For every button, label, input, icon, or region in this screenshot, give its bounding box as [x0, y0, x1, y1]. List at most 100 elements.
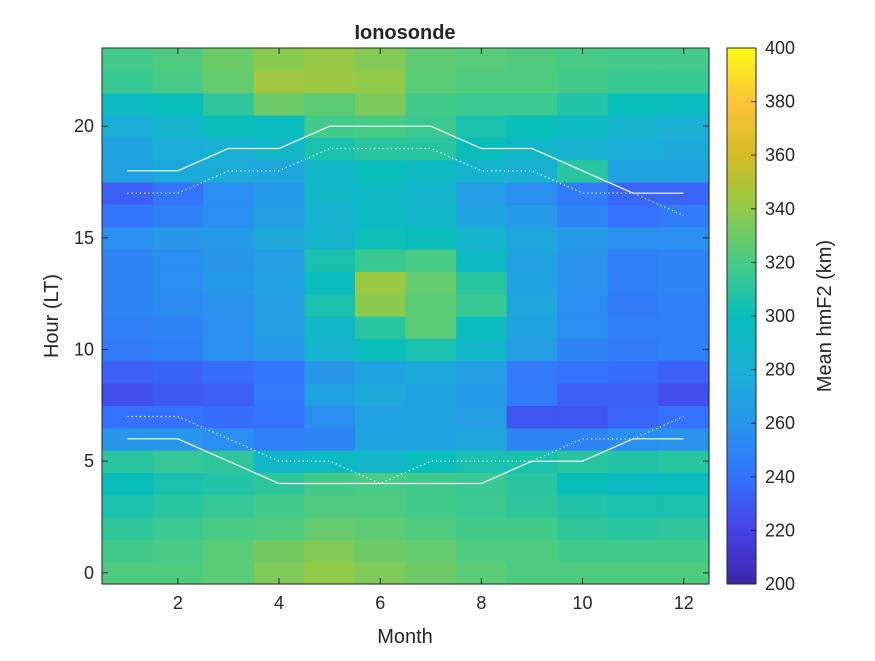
heatmap-cell — [506, 405, 558, 429]
heatmap-cell — [456, 293, 508, 317]
heatmap-cell — [354, 494, 407, 518]
heatmap-cell — [405, 517, 457, 540]
heatmap-cell — [506, 539, 558, 563]
heatmap-cell — [304, 450, 356, 473]
heatmap-cell — [203, 405, 255, 429]
heatmap-cell — [304, 92, 356, 116]
heatmap-cell — [405, 204, 457, 228]
heatmap-cell — [152, 204, 204, 228]
heatmap-cell — [354, 249, 407, 272]
heatmap-cell — [658, 383, 710, 406]
heatmap-cell — [456, 427, 508, 451]
heatmap-cell — [506, 360, 558, 384]
heatmap-cell — [203, 383, 255, 406]
heatmap-cell — [506, 271, 558, 295]
heatmap-cell — [658, 539, 710, 563]
heatmap-cell — [152, 539, 204, 563]
heatmap-cell — [557, 338, 609, 362]
heatmap-cell — [658, 182, 710, 205]
heatmap-cell — [658, 159, 710, 183]
heatmap-cell — [658, 293, 710, 317]
heatmap-cell — [607, 472, 660, 496]
heatmap-cell — [354, 159, 407, 183]
heatmap-cell — [607, 137, 660, 161]
solid-overlay-line — [127, 438, 684, 485]
heatmap-cell — [658, 70, 710, 94]
heatmap-cell — [506, 427, 558, 451]
heatmap-cell — [253, 182, 305, 205]
heatmap-cell — [658, 271, 710, 295]
heatmap-cell — [152, 271, 204, 295]
heatmap-cell — [607, 226, 660, 250]
heatmap-cell — [102, 293, 154, 317]
heatmap-cell — [506, 338, 558, 362]
heatmap-cell — [253, 450, 305, 473]
colorbar-tick-label: 240 — [765, 467, 795, 487]
heatmap-cell — [102, 472, 154, 496]
heatmap-cell — [203, 226, 255, 250]
heatmap-cell — [607, 48, 660, 71]
heatmap-cell — [203, 360, 255, 384]
heatmap-cell — [456, 561, 508, 585]
heatmap-cell — [456, 115, 508, 138]
heatmap-cell — [658, 561, 710, 585]
heatmap-cell — [102, 561, 154, 585]
heatmap-cell — [304, 137, 356, 161]
y-axis-label: Hour (LT) — [41, 274, 63, 358]
heatmap-cell — [456, 338, 508, 362]
heatmap-cell — [354, 226, 407, 250]
heatmap-cells — [102, 48, 710, 585]
heatmap-cell — [557, 383, 609, 406]
heatmap-cell — [203, 427, 255, 451]
heatmap-cell — [152, 249, 204, 272]
heatmap-cell — [253, 204, 305, 228]
heatmap-cell — [506, 182, 558, 205]
heatmap-cell — [203, 472, 255, 496]
heatmap-cell — [253, 159, 305, 183]
heatmap-cell — [456, 226, 508, 250]
heatmap-cell — [102, 70, 154, 94]
heatmap-cell — [152, 137, 204, 161]
heatmap-cell — [203, 182, 255, 205]
heatmap-cell — [354, 204, 407, 228]
heatmap-cell — [304, 182, 356, 205]
heatmap-cell — [607, 517, 660, 540]
heatmap-cell — [405, 494, 457, 518]
heatmap-cell — [253, 115, 305, 138]
heatmap-cell — [304, 338, 356, 362]
heatmap-cell — [405, 338, 457, 362]
heatmap-cell — [506, 115, 558, 138]
heatmap-cell — [253, 92, 305, 116]
heatmap-cell — [506, 249, 558, 272]
heatmap-cell — [102, 226, 154, 250]
colorbar-label: Mean hmF2 (km) — [814, 240, 836, 392]
heatmap-cell — [557, 92, 609, 116]
heatmap-cell — [456, 405, 508, 429]
heatmap-cell — [152, 48, 204, 71]
heatmap-cell — [405, 137, 457, 161]
colorbar-tick-label: 300 — [765, 306, 795, 326]
colorbar-tick-label: 340 — [765, 199, 795, 219]
colorbar-tick-label: 380 — [765, 92, 795, 112]
heatmap-cell — [557, 70, 609, 94]
heatmap-cell — [658, 137, 710, 161]
colorbar-tick-label: 360 — [765, 145, 795, 165]
heatmap-cell — [354, 271, 407, 295]
heatmap-cell — [102, 92, 154, 116]
heatmap-cell — [253, 271, 305, 295]
x-tick-label: 6 — [375, 593, 385, 613]
heatmap-cell — [152, 293, 204, 317]
dotted-overlay-line — [127, 415, 684, 485]
heatmap-cell — [152, 115, 204, 138]
heatmap-cell — [354, 539, 407, 563]
heatmap-cell — [203, 539, 255, 563]
heatmap-cell — [354, 517, 407, 540]
heatmap-cell — [203, 561, 255, 585]
heatmap-cell — [304, 316, 356, 339]
heatmap-cell — [102, 338, 154, 362]
heatmap-cell — [456, 383, 508, 406]
heatmap-cell — [203, 316, 255, 339]
heatmap-cell — [304, 360, 356, 384]
heatmap-cell — [506, 70, 558, 94]
heatmap-cell — [557, 494, 609, 518]
